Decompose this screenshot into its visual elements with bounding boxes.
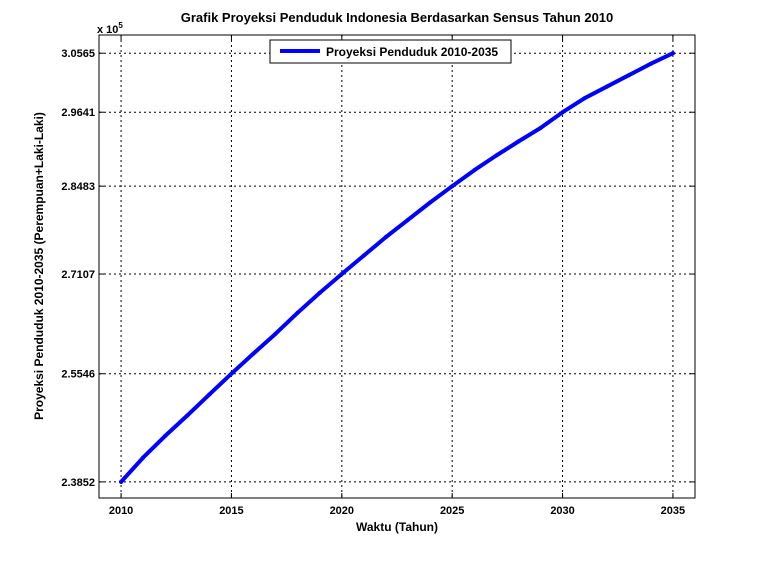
chart-title: Grafik Proyeksi Penduduk Indonesia Berda… — [181, 10, 614, 25]
data-point — [361, 253, 366, 258]
data-point — [538, 126, 543, 130]
data-point — [494, 153, 499, 158]
y-axis-multiplier: x 105 — [97, 21, 123, 36]
data-point — [384, 235, 388, 239]
data-point — [604, 84, 609, 89]
grid — [99, 35, 695, 498]
data-point — [207, 392, 212, 397]
x-tick-label: 2030 — [550, 505, 574, 517]
plot-frame — [98, 34, 696, 499]
data-point — [648, 61, 653, 66]
data-point — [428, 200, 433, 205]
data-point — [582, 96, 587, 101]
data-point — [339, 272, 344, 276]
x-axis-ticks: 2010 2015 2020 2025 2030 2035 — [109, 35, 685, 517]
y-tick-label: 2.5546 — [61, 369, 95, 381]
y-tick-label: 2.8483 — [61, 181, 95, 193]
x-tick-label: 2020 — [330, 505, 354, 517]
y-tick-label: 2.9641 — [61, 107, 95, 119]
data-point — [516, 139, 521, 144]
y-axis-multiplier-exponent: 5 — [118, 21, 123, 30]
y-tick-label: 2.3852 — [61, 477, 95, 489]
data-point — [141, 455, 146, 460]
data-point — [163, 433, 168, 438]
data-point — [626, 73, 631, 78]
data-point — [472, 168, 477, 173]
legend-box — [269, 39, 512, 64]
data-point — [560, 110, 565, 115]
plot-background — [99, 35, 695, 498]
y-tick-label: 3.0565 — [61, 48, 95, 60]
legend-label: Proyeksi Penduduk 2010-2035 — [326, 45, 498, 59]
data-point — [295, 310, 300, 315]
data-point — [317, 290, 322, 295]
data-point — [251, 351, 256, 356]
data-point — [229, 371, 234, 376]
data-point — [273, 331, 278, 336]
legend: Proyeksi Penduduk 2010-2035 — [269, 39, 512, 64]
x-tick-label: 2025 — [440, 505, 464, 517]
data-point — [119, 479, 124, 484]
x-tick-label: 2010 — [109, 505, 133, 517]
y-tick-label: 2.7107 — [61, 269, 95, 281]
data-point — [670, 51, 675, 56]
x-tick-label: 2035 — [661, 505, 685, 517]
x-tick-label: 2015 — [219, 505, 243, 517]
y-axis-ticks: 2.3852 2.5546 2.7107 2.8483 2.9641 3.0565 — [61, 48, 695, 489]
series-lines — [119, 51, 675, 484]
data-point — [450, 184, 455, 189]
data-point — [406, 217, 410, 222]
data-point — [185, 413, 190, 418]
y-axis-label: Proyeksi Penduduk 2010-2035 (Perempuan+L… — [32, 112, 46, 420]
x-axis-label: Waktu (Tahun) — [356, 520, 438, 534]
series-line-0 — [119, 51, 675, 484]
